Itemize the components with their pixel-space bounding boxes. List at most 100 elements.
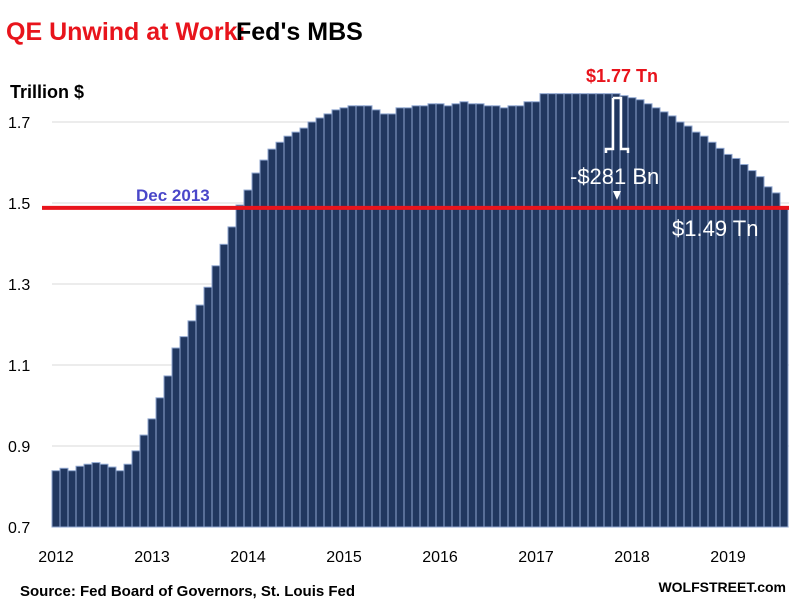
y-tick-label: 0.7 xyxy=(8,520,30,537)
reference-line-label: Dec 2013 xyxy=(136,186,210,205)
bar xyxy=(307,121,317,528)
source-note: Source: Fed Board of Governors, St. Loui… xyxy=(20,583,355,600)
bar xyxy=(195,304,205,528)
bar xyxy=(619,95,629,528)
arrow-tip-icon xyxy=(613,191,621,200)
bar xyxy=(67,470,77,528)
bar xyxy=(51,470,61,528)
bar xyxy=(723,153,733,528)
bar xyxy=(347,105,357,528)
peak-annotation: $1.77 Tn xyxy=(586,66,658,86)
bar xyxy=(603,93,613,528)
bar xyxy=(611,93,621,528)
watermark: WOLFSTREET.com xyxy=(658,579,786,595)
bar xyxy=(107,466,117,528)
y-tick-label: 1.7 xyxy=(8,115,30,132)
x-tick-label: 2018 xyxy=(614,549,650,566)
bar xyxy=(715,147,725,528)
bar xyxy=(59,467,69,528)
bar xyxy=(259,159,269,528)
chart-title-highlight: QE Unwind at Work: xyxy=(6,18,246,46)
bar xyxy=(579,93,589,528)
bar xyxy=(267,148,277,528)
bar xyxy=(387,113,397,528)
bar xyxy=(691,131,701,528)
bar xyxy=(539,93,549,528)
bar xyxy=(499,107,509,528)
bar xyxy=(779,206,789,528)
bar xyxy=(131,450,141,528)
bar xyxy=(403,107,413,528)
bar xyxy=(411,105,421,528)
bar xyxy=(251,172,261,528)
bar xyxy=(323,113,333,528)
bar xyxy=(203,286,213,528)
bar xyxy=(627,97,637,528)
bar xyxy=(531,101,541,528)
drop-annotation: -$281 Bn xyxy=(570,164,659,189)
bar xyxy=(123,463,133,528)
bar xyxy=(179,336,189,528)
bar xyxy=(419,105,429,528)
bar xyxy=(451,103,461,528)
bar xyxy=(675,121,685,528)
bar xyxy=(467,103,477,528)
bar xyxy=(707,141,717,528)
bar xyxy=(187,320,197,528)
bar xyxy=(491,105,501,528)
bar xyxy=(595,93,605,528)
y-axis-label: Trillion $ xyxy=(10,82,84,102)
bar xyxy=(443,105,453,528)
bar xyxy=(291,131,301,528)
bar xyxy=(371,109,381,528)
bar xyxy=(731,157,741,528)
bar xyxy=(83,463,93,528)
bar xyxy=(395,107,405,528)
drop-arrow-icon xyxy=(604,96,630,153)
bar xyxy=(171,347,181,528)
bar xyxy=(147,418,157,528)
bar xyxy=(563,93,573,528)
x-tick-label: 2015 xyxy=(326,549,362,566)
bar xyxy=(587,93,597,528)
bar xyxy=(363,105,373,528)
bar xyxy=(315,117,325,528)
bar xyxy=(555,93,565,528)
chart-title: Fed's MBS xyxy=(236,18,363,46)
bar xyxy=(299,127,309,528)
bar xyxy=(211,265,221,528)
bar xyxy=(771,192,781,528)
bar xyxy=(243,189,253,528)
y-tick-label: 0.9 xyxy=(8,439,30,456)
bar xyxy=(483,105,493,528)
y-tick-label: 1.5 xyxy=(8,196,30,213)
bar xyxy=(435,103,445,528)
bar xyxy=(475,103,485,528)
bar xyxy=(331,109,341,528)
x-tick-label: 2012 xyxy=(38,549,74,566)
x-tick-label: 2014 xyxy=(230,549,266,566)
bar xyxy=(699,135,709,528)
bar xyxy=(91,462,101,528)
bar xyxy=(507,105,517,528)
bar xyxy=(283,135,293,528)
bar xyxy=(547,93,557,528)
bar xyxy=(523,101,533,528)
bar xyxy=(379,113,389,528)
bar xyxy=(515,105,525,528)
x-tick-label: 2017 xyxy=(518,549,554,566)
bar xyxy=(75,465,85,528)
bar xyxy=(339,107,349,528)
bar xyxy=(571,93,581,528)
bar xyxy=(115,470,125,528)
bar xyxy=(139,434,149,528)
x-tick-label: 2013 xyxy=(134,549,170,566)
bar xyxy=(155,397,165,528)
x-tick-label: 2019 xyxy=(710,549,746,566)
bar xyxy=(227,226,237,528)
bar xyxy=(683,125,693,528)
x-tick-label: 2016 xyxy=(422,549,458,566)
bar xyxy=(427,103,437,528)
bar xyxy=(275,141,285,528)
